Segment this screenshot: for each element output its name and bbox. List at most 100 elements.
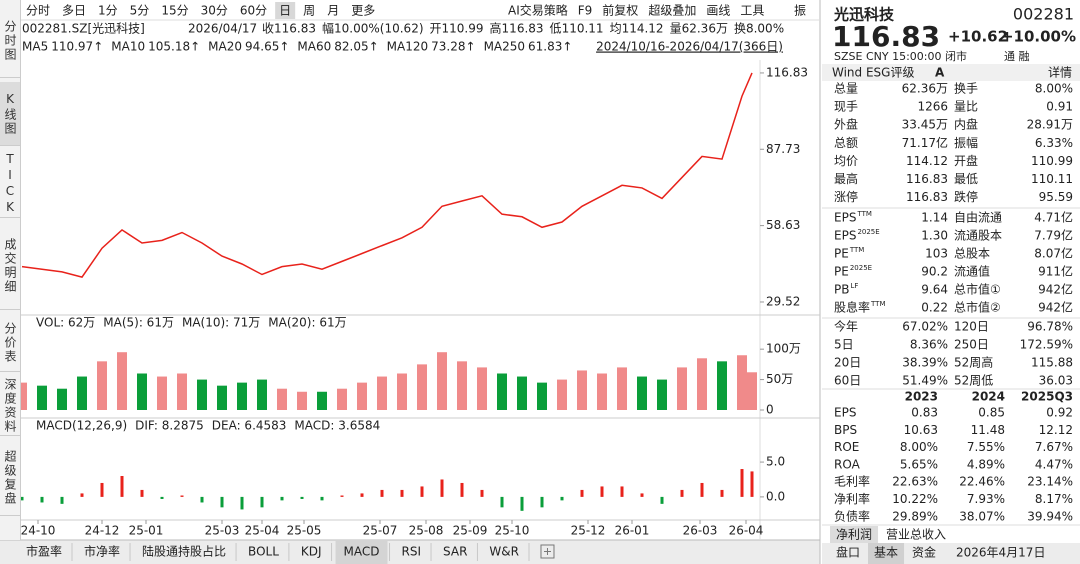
indicator-tab[interactable]: 市盈率: [26, 544, 62, 559]
indicator-tab[interactable]: RSI: [402, 545, 422, 559]
macd-header: DIF: 8.2875: [135, 419, 204, 433]
fin-value: 22.46%: [959, 475, 1005, 489]
indicator-tab[interactable]: 市净率: [84, 544, 120, 559]
period-tab[interactable]: 5分: [130, 4, 150, 18]
volume-bar: [747, 372, 757, 410]
indicator-tab[interactable]: 陆股通持股占比: [142, 544, 226, 559]
x-tick-label: 26-03: [683, 524, 718, 538]
field-value: 38.39%: [902, 356, 948, 370]
x-tick-label: 25-09: [453, 524, 488, 538]
side-tab[interactable]: 超级复盘: [0, 440, 20, 516]
tool-button[interactable]: 画线: [706, 4, 730, 18]
indicator-tab[interactable]: KDJ: [301, 545, 322, 559]
volume-bar: [337, 388, 347, 410]
volume-bar: [657, 379, 667, 410]
vol-header: MA(5): 61万: [103, 316, 174, 330]
period-tab[interactable]: 60分: [240, 4, 267, 18]
fin-value: 0.83: [911, 406, 938, 420]
ma-value: 82.05↑: [334, 40, 378, 54]
period-tab[interactable]: 多日: [62, 4, 86, 18]
tool-button[interactable]: AI交易策略: [508, 3, 568, 18]
macd-bar: [680, 489, 684, 497]
field-label: PE: [834, 265, 849, 279]
period-tab[interactable]: 月: [327, 4, 339, 18]
field-label-sup: TTM: [856, 210, 871, 218]
y-tick-label: 50万: [766, 372, 793, 386]
y-tick-label: 116.83: [766, 65, 808, 79]
field-value: 942亿: [1038, 300, 1073, 315]
side-tab[interactable]: K线图: [0, 82, 20, 146]
side-tab[interactable]: 分时图: [0, 4, 20, 78]
macd-bar: [520, 496, 524, 511]
period-tab[interactable]: 周: [303, 4, 315, 18]
macd-bar: [560, 496, 564, 501]
fin-value: 5.65%: [900, 457, 938, 471]
indicator-tab[interactable]: W&R: [489, 545, 519, 559]
panel-tab[interactable]: 盘口: [836, 545, 860, 560]
sidebar: 分时图 K线图 TICK 成交明细分价表深度资料超级复盘: [0, 0, 21, 540]
fin-value: 0.85: [978, 406, 1005, 420]
period-tab[interactable]: 日: [279, 4, 291, 18]
period-tab[interactable]: 30分: [201, 4, 228, 18]
fin-value: 10.63: [904, 423, 938, 437]
macd-bar: [580, 489, 584, 497]
y-tick-label: 0.0: [766, 489, 785, 503]
period-tab[interactable]: 15分: [161, 4, 188, 18]
fin-tab[interactable]: 营业总收入: [886, 528, 946, 542]
quote-label: 高: [490, 21, 502, 36]
indicator-tab[interactable]: BOLL: [248, 545, 279, 559]
x-tick-label: 25-05: [287, 524, 322, 538]
field-value: 51.49%: [902, 374, 948, 388]
tool-button[interactable]: 超级叠加: [648, 3, 696, 18]
side-tab[interactable]: 分价表: [0, 314, 20, 372]
quote-value: 116.83: [502, 22, 544, 36]
tool-button[interactable]: 工具: [740, 4, 764, 18]
field-value: 172.59%: [1020, 338, 1073, 352]
field-value: 95.59: [1039, 190, 1073, 204]
date-range[interactable]: 2024/10/16-2026/04/17(366日): [596, 40, 783, 54]
fin-value: 7.67%: [1035, 440, 1073, 454]
quote-value: 110.99: [442, 22, 484, 36]
volume-bar: [217, 385, 227, 410]
field-value: 114.12: [906, 154, 948, 168]
volume-bar: [37, 385, 47, 410]
field-value: 90.2: [921, 265, 948, 279]
panel-tab[interactable]: 资金: [912, 545, 936, 560]
field-label-sup: TTM: [849, 246, 864, 254]
x-tick-label: 26-01: [615, 524, 650, 538]
quote-label: 开: [430, 22, 442, 36]
bottom-tab-bar: [0, 540, 820, 564]
volume-bar: [597, 373, 607, 410]
fin-header: 2025Q3: [1021, 390, 1073, 404]
indicator-tab[interactable]: MACD: [344, 545, 380, 559]
macd-bar: [480, 489, 484, 497]
ma-label: MA60: [297, 40, 331, 54]
macd-bar: [740, 469, 744, 497]
macd-bar: [400, 489, 404, 497]
period-tab[interactable]: 1分: [98, 4, 118, 18]
tool-button[interactable]: F9: [578, 4, 593, 18]
period-tab[interactable]: 分时: [26, 4, 50, 18]
esg-detail[interactable]: 详情: [1048, 65, 1072, 80]
quote-code: 002281.SZ[光迅科技]: [22, 22, 145, 36]
indicator-tab[interactable]: SAR: [443, 545, 467, 559]
panel-tab[interactable]: 基本: [874, 546, 898, 560]
side-tab[interactable]: TICK: [0, 150, 20, 218]
period-tab[interactable]: 更多: [351, 4, 375, 18]
field-value: 28.91万: [1027, 118, 1073, 132]
tool-button[interactable]: 前复权: [602, 3, 638, 18]
x-tick-label: 25-12: [571, 524, 606, 538]
fin-label: 净利率: [834, 491, 870, 506]
side-tab[interactable]: 深度资料: [0, 376, 20, 436]
field-label: 流通值: [954, 264, 990, 279]
macd-bar: [200, 496, 204, 503]
esg-row: [822, 64, 1080, 81]
quote-date: 2026/04/17: [188, 22, 257, 36]
fin-tab[interactable]: 净利润: [836, 528, 872, 542]
side-tab[interactable]: 成交明细: [0, 222, 20, 310]
field-label-sup: 2025E: [850, 264, 872, 272]
macd-bar: [700, 482, 704, 497]
add-tab-button[interactable]: [540, 544, 555, 559]
fin-value: 7.55%: [967, 440, 1005, 454]
